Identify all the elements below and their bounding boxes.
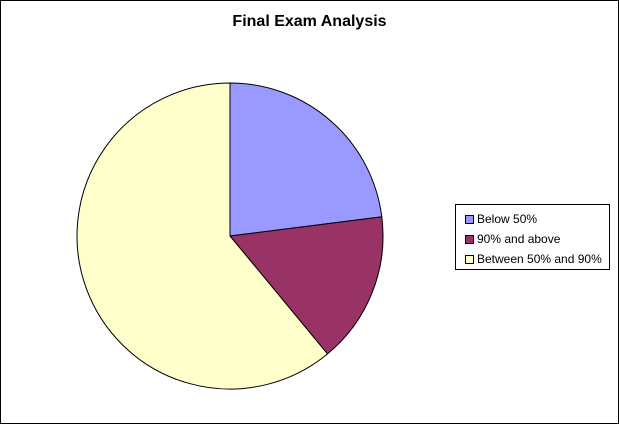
pie-slice-3 bbox=[76, 82, 329, 390]
legend-label: Between 50% and 90% bbox=[477, 252, 602, 266]
legend-label: Below 50% bbox=[477, 212, 538, 226]
pie-slice-2 bbox=[229, 216, 384, 355]
legend: Below 50% 90% and above Between 50% and 90… bbox=[455, 204, 610, 270]
legend-item: 90% and above bbox=[456, 229, 609, 249]
legend-swatch bbox=[465, 254, 474, 264]
legend-swatch bbox=[465, 234, 474, 244]
legend-item: Between 50% and 90% bbox=[456, 249, 609, 269]
chart-title: Final Exam Analysis bbox=[232, 13, 387, 30]
legend-item: Below 50% bbox=[456, 209, 609, 229]
legend-label: 90% and above bbox=[477, 232, 561, 246]
pie-slice-1 bbox=[229, 82, 383, 237]
legend-swatch bbox=[465, 214, 474, 224]
